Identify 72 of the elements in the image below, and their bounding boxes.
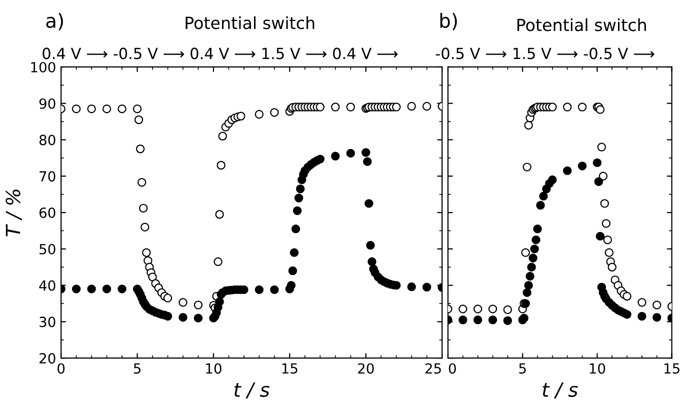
x-tick-label: 5 [519, 363, 526, 374]
point [603, 235, 612, 244]
x-tick-label: 20 [358, 363, 374, 374]
point [578, 162, 587, 170]
point [638, 312, 646, 321]
point [622, 292, 632, 301]
point [594, 177, 604, 186]
point [524, 280, 533, 290]
point [503, 305, 512, 314]
point [536, 200, 545, 210]
text: Potential switch [517, 18, 646, 32]
y-axis-title: T / % [6, 190, 22, 236]
y-tick-label: 50 [40, 244, 56, 254]
point [622, 310, 632, 319]
text: -0.5 V ⟶ 1.5 V ⟶ -0.5 V ⟶ [436, 48, 654, 60]
point [458, 316, 468, 324]
point [596, 105, 605, 114]
point [539, 192, 548, 201]
text: b) [440, 12, 457, 30]
point [652, 312, 662, 322]
x-tick-label: 10 [590, 363, 606, 374]
point [522, 162, 532, 172]
x-tick-label: 5 [134, 363, 140, 374]
y-tick-label: 90 [39, 98, 56, 109]
point [473, 304, 482, 314]
y-tick-label: 40 [39, 280, 56, 291]
y-tick-label: 70 [40, 171, 56, 182]
point [608, 262, 616, 272]
y-tick-label: 100 [31, 62, 56, 72]
point [652, 300, 662, 310]
point [548, 102, 557, 112]
point [597, 142, 606, 152]
point [602, 219, 610, 228]
y-tick-label: 30 [40, 316, 56, 328]
point [600, 199, 610, 208]
point [530, 244, 539, 254]
point [604, 248, 614, 257]
point [638, 298, 646, 307]
point [532, 235, 540, 244]
point [458, 304, 468, 314]
point [533, 224, 542, 234]
point [548, 175, 557, 184]
y-tick-label: 80 [39, 134, 56, 146]
x-tick-label: 0 [448, 363, 456, 374]
text: a) [46, 12, 63, 30]
point [488, 316, 498, 324]
point [527, 262, 536, 272]
point [592, 158, 602, 168]
point [503, 316, 512, 325]
x-tick-label: 25 [425, 363, 441, 374]
point [526, 272, 534, 281]
y-tick-label: 60 [40, 208, 56, 218]
y-tick-label: 20 [40, 353, 56, 364]
point [528, 254, 538, 262]
point [578, 102, 587, 112]
point [524, 120, 533, 130]
point [488, 304, 498, 314]
point [598, 172, 608, 181]
point [562, 102, 572, 112]
x-tick-label: 15 [282, 363, 298, 374]
x-tick-label: 15 [664, 363, 680, 374]
x-axis-title: t / s [542, 382, 578, 399]
point [521, 248, 530, 257]
point [562, 166, 572, 176]
text: 0.4 V ⟶ -0.5 V ⟶ 0.4 V ⟶ 1.5 V ⟶ 0.4 V ⟶ [42, 48, 398, 60]
x-axis-title: t / s [234, 382, 270, 399]
text: Potential switch [186, 16, 314, 30]
x-tick-label: 0 [58, 363, 65, 374]
x-tick-label: 10 [206, 363, 222, 374]
point [473, 316, 482, 324]
point [522, 288, 532, 297]
point [596, 232, 605, 241]
